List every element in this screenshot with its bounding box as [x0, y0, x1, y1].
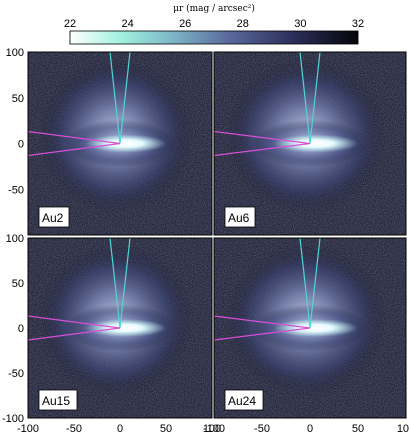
panel-label-box — [224, 206, 256, 228]
colorbar-tick-labels: 22 24 26 28 30 32 — [64, 18, 364, 44]
horizontal-cone-line — [214, 130, 311, 145]
horizontal-cone-line — [28, 327, 121, 341]
colorbar-tick-label: 22 — [64, 18, 76, 30]
y-tick-label: -100 — [2, 413, 24, 425]
panel-frame — [213, 237, 407, 419]
y-axis-labels-bottom: 100 50 0 -50 -100 — [2, 233, 24, 425]
y-tick-label: 50 — [12, 93, 24, 105]
horizontal-cone-line — [214, 327, 311, 341]
galaxy-core — [273, 134, 359, 153]
panel-frame — [27, 51, 213, 236]
panel-label-box — [38, 206, 70, 228]
y-tick-label: 100 — [6, 47, 24, 59]
x-tick-label: 0 — [117, 423, 123, 435]
x-axis-labels-right: -100 -50 0 50 100 — [203, 423, 409, 435]
galaxy-core — [85, 319, 167, 337]
horizontal-cone-line — [214, 142, 311, 157]
x-tick-label: 100 — [397, 423, 409, 435]
vertical-cone-line — [119, 238, 131, 329]
vertical-cone-line — [109, 238, 121, 329]
galaxy-panel-au15: Au15 — [27, 237, 213, 419]
panel-label: Au2 — [42, 211, 64, 225]
panel-label: Au6 — [228, 211, 250, 225]
vertical-cone-line — [309, 52, 321, 144]
vertical-cone-line — [309, 238, 321, 329]
galaxy-core — [85, 134, 167, 153]
y-tick-label: 0 — [18, 323, 24, 335]
x-tick-label: 50 — [352, 423, 364, 435]
colorbar-tick-label: 30 — [294, 18, 306, 30]
panel-label: Au15 — [42, 394, 70, 408]
x-tick-label: -50 — [254, 423, 270, 435]
colorbar-scale — [69, 30, 359, 45]
colorbar-title: μr (mag / arcsec²) — [173, 3, 255, 14]
galaxy-panel-au24: Au24 — [213, 237, 407, 419]
horizontal-cone-line — [28, 130, 121, 145]
horizontal-cone-line — [214, 315, 311, 329]
vertical-cone-line — [119, 52, 131, 144]
panel-label-box — [38, 389, 78, 411]
y-tick-label: 100 — [6, 233, 24, 245]
vertical-cone-line — [109, 52, 121, 144]
horizontal-cone-line — [28, 142, 121, 157]
panel-frame — [27, 237, 213, 419]
x-tick-label: 100 — [203, 423, 221, 435]
x-tick-label: 0 — [307, 423, 313, 435]
colorbar-tick-label: 32 — [352, 18, 364, 30]
vertical-cone-line — [299, 52, 311, 144]
colorbar-tick-label: 28 — [237, 18, 249, 30]
y-tick-label: 0 — [18, 139, 24, 151]
horizontal-cone-line — [28, 315, 121, 329]
x-tick-label: -100 — [203, 423, 225, 435]
panel-label: Au24 — [228, 394, 256, 408]
x-tick-label: -100 — [17, 423, 39, 435]
panel-frame — [213, 51, 407, 236]
y-tick-label: 50 — [12, 278, 24, 290]
galaxy-core — [273, 319, 359, 337]
galaxy-panel-au2: Au2 — [27, 51, 213, 236]
galaxy-panel-au6: Au6 — [213, 51, 407, 236]
vertical-cone-line — [299, 238, 311, 329]
x-tick-label: 50 — [160, 423, 172, 435]
colorbar-tick-label: 24 — [121, 18, 133, 30]
colorbar-tick-label: 26 — [179, 18, 191, 30]
panel-label-box — [224, 389, 264, 411]
colorbar: μr (mag / arcsec²) 22 24 26 28 30 32 — [64, 3, 364, 45]
y-tick-label: -50 — [8, 184, 24, 196]
x-axis-labels-left: -100 -50 0 50 100 — [17, 423, 221, 435]
panel-grid: Au2 Au6 Au15 Au24 — [27, 51, 407, 419]
y-tick-label: -50 — [8, 368, 24, 380]
y-axis-labels-top: 100 50 0 -50 — [6, 47, 24, 196]
x-tick-label: -50 — [66, 423, 82, 435]
